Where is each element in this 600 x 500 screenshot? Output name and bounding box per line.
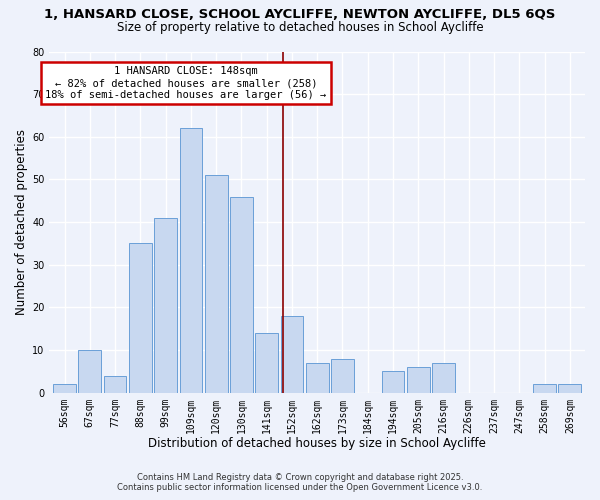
- Bar: [432, 363, 455, 392]
- Bar: [230, 196, 253, 392]
- Bar: [281, 316, 304, 392]
- Bar: [53, 384, 76, 392]
- Bar: [533, 384, 556, 392]
- Bar: [407, 367, 430, 392]
- Text: Contains HM Land Registry data © Crown copyright and database right 2025.
Contai: Contains HM Land Registry data © Crown c…: [118, 473, 482, 492]
- Text: 1, HANSARD CLOSE, SCHOOL AYCLIFFE, NEWTON AYCLIFFE, DL5 6QS: 1, HANSARD CLOSE, SCHOOL AYCLIFFE, NEWTO…: [44, 8, 556, 20]
- Bar: [331, 358, 354, 392]
- Bar: [129, 244, 152, 392]
- Bar: [256, 333, 278, 392]
- Text: Size of property relative to detached houses in School Aycliffe: Size of property relative to detached ho…: [116, 21, 484, 34]
- Bar: [382, 372, 404, 392]
- X-axis label: Distribution of detached houses by size in School Aycliffe: Distribution of detached houses by size …: [148, 437, 486, 450]
- Text: 1 HANSARD CLOSE: 148sqm
← 82% of detached houses are smaller (258)
18% of semi-d: 1 HANSARD CLOSE: 148sqm ← 82% of detache…: [45, 66, 326, 100]
- Bar: [205, 175, 227, 392]
- Bar: [179, 128, 202, 392]
- Bar: [79, 350, 101, 393]
- Bar: [559, 384, 581, 392]
- Bar: [306, 363, 329, 392]
- Y-axis label: Number of detached properties: Number of detached properties: [15, 129, 28, 315]
- Bar: [154, 218, 177, 392]
- Bar: [104, 376, 127, 392]
